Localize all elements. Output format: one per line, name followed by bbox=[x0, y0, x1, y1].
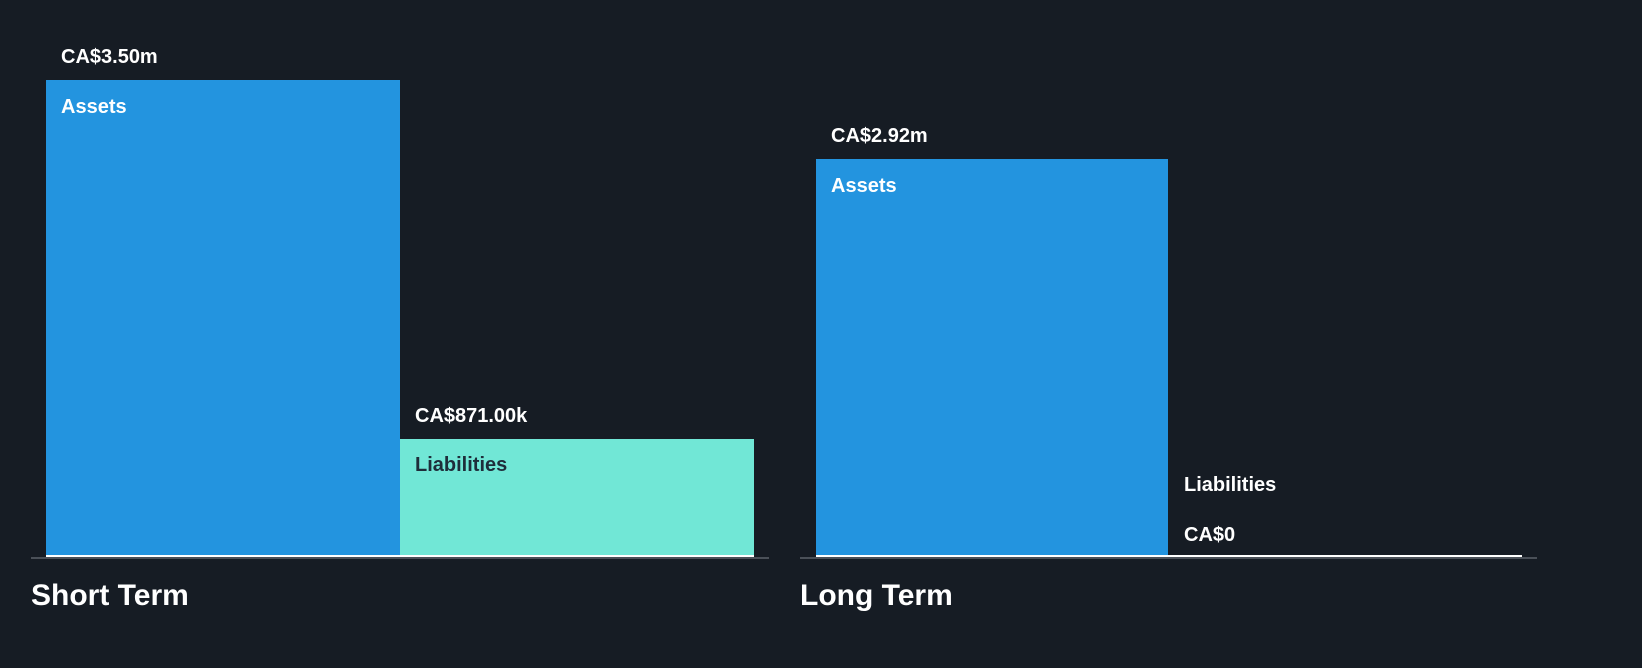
short-term-assets-label: Assets bbox=[61, 96, 127, 118]
long-term-liabilities-value: CA$0 bbox=[1184, 524, 1236, 546]
short-term-title: Short Term bbox=[31, 579, 189, 612]
short-term-panel: CA$3.50m Assets CA$871.00k Liabilities S… bbox=[0, 0, 800, 668]
long-term-assets-value: CA$2.92m bbox=[831, 125, 928, 147]
long-term-assets-label: Assets bbox=[831, 175, 897, 197]
short-term-liabilities-value: CA$871.00k bbox=[415, 405, 528, 427]
short-term-liabilities-bar[interactable]: Liabilities bbox=[400, 439, 754, 557]
short-term-assets-bar[interactable]: Assets bbox=[46, 80, 400, 557]
long-term-assets-bar[interactable]: Assets bbox=[816, 159, 1168, 557]
long-term-title: Long Term bbox=[800, 579, 953, 612]
short-term-liabilities-label: Liabilities bbox=[415, 454, 508, 476]
short-term-assets-value: CA$3.50m bbox=[61, 46, 158, 68]
long-term-baseline bbox=[816, 555, 1522, 557]
long-term-liabilities-label: Liabilities bbox=[1184, 474, 1277, 496]
long-term-axis bbox=[800, 557, 1537, 559]
short-term-baseline bbox=[46, 555, 754, 557]
short-term-axis bbox=[31, 557, 769, 559]
